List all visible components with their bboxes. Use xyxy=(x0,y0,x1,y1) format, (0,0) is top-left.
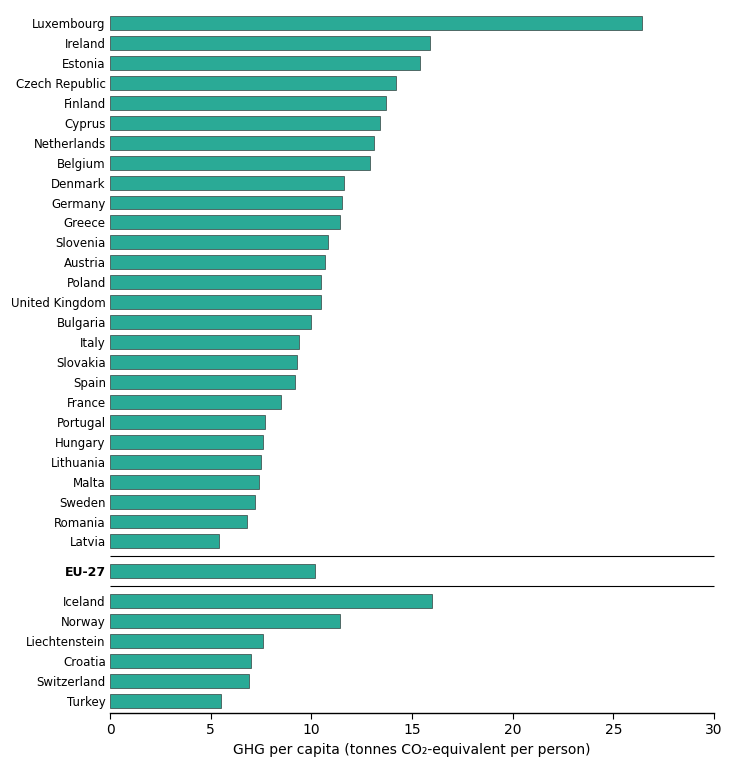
Bar xyxy=(110,176,344,190)
Bar xyxy=(110,275,321,290)
Bar xyxy=(110,96,386,110)
Bar xyxy=(110,654,251,668)
Bar xyxy=(110,355,297,369)
Bar xyxy=(110,564,316,578)
Bar xyxy=(110,495,255,508)
Bar xyxy=(110,116,380,130)
Bar xyxy=(110,515,247,528)
Bar xyxy=(110,535,219,548)
Bar xyxy=(110,694,221,708)
Bar xyxy=(110,76,396,90)
Bar xyxy=(110,415,265,429)
Bar xyxy=(110,156,370,170)
Bar xyxy=(110,455,261,468)
Bar xyxy=(110,36,430,50)
Bar xyxy=(110,16,642,30)
Bar xyxy=(110,395,281,409)
Bar xyxy=(110,236,327,250)
Bar xyxy=(110,196,341,210)
Bar xyxy=(110,594,432,608)
X-axis label: GHG per capita (tonnes CO₂-equivalent per person): GHG per capita (tonnes CO₂-equivalent pe… xyxy=(233,743,591,757)
Bar xyxy=(110,674,249,688)
Bar xyxy=(110,315,311,329)
Bar xyxy=(110,136,374,150)
Bar xyxy=(110,634,263,648)
Bar xyxy=(110,335,299,349)
Bar xyxy=(110,475,259,488)
Bar xyxy=(110,375,295,389)
Bar xyxy=(110,255,325,270)
Bar xyxy=(110,216,340,230)
Bar xyxy=(110,295,321,310)
Bar xyxy=(110,56,420,70)
Bar xyxy=(110,435,263,449)
Bar xyxy=(110,614,340,628)
